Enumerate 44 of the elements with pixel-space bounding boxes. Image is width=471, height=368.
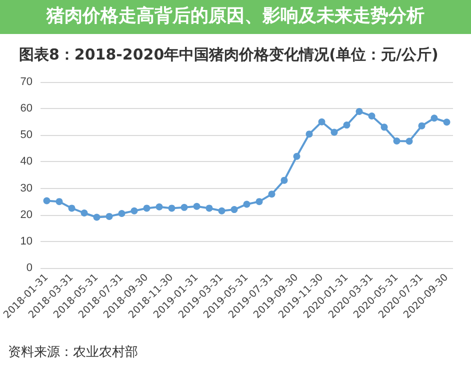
point: [118, 210, 126, 218]
point: [280, 176, 288, 184]
point: [418, 122, 426, 130]
point: [93, 214, 100, 221]
point: [356, 108, 363, 115]
chart-title: 图表8：2018-2020年中国猪肉价格变化情况(单位：元/公斤): [19, 46, 438, 64]
y-tick-label: 40: [20, 156, 32, 168]
point: [230, 206, 238, 214]
point: [218, 207, 226, 214]
point: [68, 204, 76, 212]
point: [56, 198, 63, 206]
point: [130, 207, 138, 214]
point: [330, 128, 338, 136]
point: [206, 204, 213, 212]
point: [193, 202, 200, 210]
point: [393, 137, 400, 144]
point: [380, 124, 388, 131]
text: 猪肉价格走高背后的原因、影响及未来走势分析: [46, 6, 424, 26]
point: [43, 197, 50, 204]
y-tick-label: 10: [20, 235, 32, 248]
point: [368, 112, 376, 120]
point: [343, 122, 350, 129]
point: [143, 204, 150, 212]
point: [80, 210, 88, 216]
point: [268, 190, 276, 198]
point: [156, 203, 163, 210]
y-tick-label: 20: [20, 208, 32, 221]
point: [318, 118, 326, 126]
y-tick-label: 50: [20, 129, 32, 142]
point: [293, 152, 300, 160]
point: [168, 204, 176, 212]
text: 资料来源：农业农村部: [8, 345, 138, 360]
point: [443, 118, 450, 126]
y-tick-label: 30: [20, 182, 32, 194]
y-tick-label: 70: [20, 76, 32, 88]
point: [180, 204, 188, 211]
point: [256, 198, 263, 206]
point: [430, 114, 438, 122]
point: [243, 200, 250, 208]
y-tick-label: 60: [20, 102, 32, 115]
y-tick-label: 0: [26, 262, 32, 274]
point: [306, 130, 313, 138]
point: [106, 212, 113, 220]
point: [406, 138, 413, 145]
